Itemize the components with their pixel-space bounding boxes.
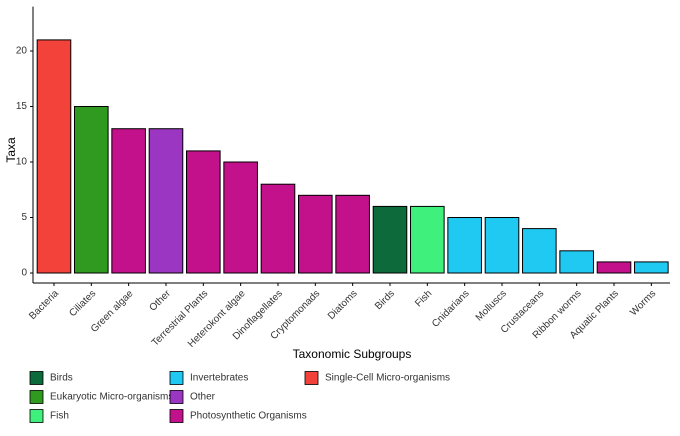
bar xyxy=(596,261,632,274)
legend-label: Invertebrates xyxy=(190,373,248,384)
x-axis-title: Taxonomic Subgroups xyxy=(293,347,412,361)
bar xyxy=(148,128,184,274)
legend-key xyxy=(29,371,44,385)
legend-key xyxy=(169,371,184,385)
bar xyxy=(634,261,669,274)
y-tick-label: 0 xyxy=(21,268,27,279)
bar xyxy=(410,205,445,274)
legend-key xyxy=(304,371,319,385)
legend-label: Birds xyxy=(50,373,73,384)
x-tick-label: Cnidarians xyxy=(430,288,472,330)
x-tick-label: Diatoms xyxy=(326,288,360,322)
x-tick-label: Molluscs xyxy=(474,288,509,323)
bar xyxy=(186,150,221,274)
x-tick-label: Birds xyxy=(373,288,397,312)
y-tick-label: 20 xyxy=(16,46,28,57)
x-tick-label: Fish xyxy=(413,288,434,309)
x-tick-label: Ciliates xyxy=(67,288,98,319)
legend-label: Other xyxy=(190,392,216,403)
bar xyxy=(522,228,557,274)
x-tick-label: Other xyxy=(147,288,173,314)
legend-key xyxy=(169,390,184,404)
legend-label: Photosynthetic Organisms xyxy=(190,411,307,422)
bar xyxy=(484,217,520,274)
legend-key xyxy=(169,409,184,423)
bar xyxy=(447,217,482,274)
bar xyxy=(111,128,146,274)
y-tick-label: 5 xyxy=(21,212,27,223)
x-tick-label: Worms xyxy=(628,288,658,318)
legend-label: Fish xyxy=(50,411,69,422)
bar xyxy=(298,194,333,274)
bar xyxy=(372,205,408,274)
bar xyxy=(559,250,594,274)
legend-label: Eukaryotic Micro-organisms xyxy=(50,392,173,403)
legend-key xyxy=(29,390,44,404)
bar xyxy=(74,106,109,274)
x-tick-label: Bacteria xyxy=(27,288,61,322)
bar xyxy=(36,39,72,274)
legend-key xyxy=(29,409,44,423)
y-axis-title: Taxa xyxy=(4,137,18,163)
bar xyxy=(335,194,370,274)
y-tick-label: 10 xyxy=(16,157,28,168)
bar xyxy=(260,183,296,274)
legend-label: Single-Cell Micro-organisms xyxy=(325,373,450,384)
y-tick-label: 15 xyxy=(16,101,28,112)
bar xyxy=(223,161,258,274)
